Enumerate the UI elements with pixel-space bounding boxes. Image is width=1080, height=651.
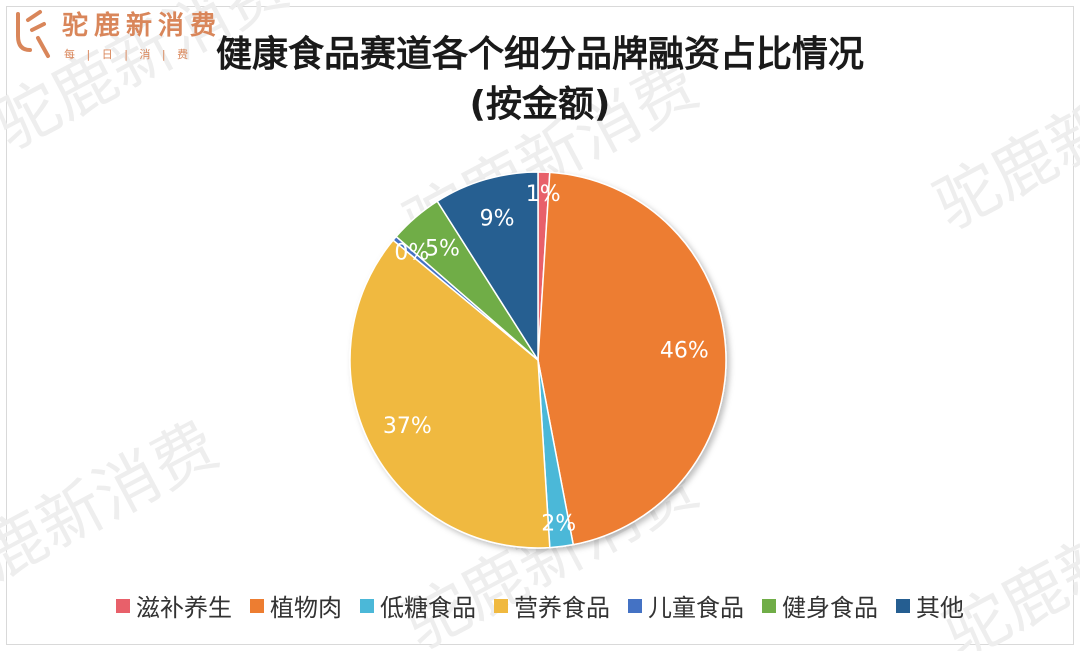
brand-logo: 驼鹿新消费 每 | 日 | 消 | 费 <box>16 10 222 61</box>
brand-tagline: 每 | 日 | 消 | 费 <box>64 47 192 61</box>
legend-swatch <box>360 598 374 613</box>
legend-label: 植物肉 <box>270 594 342 622</box>
pie-data-label-0: 1% <box>526 182 561 207</box>
legend-item-1: 植物肉 <box>250 588 342 623</box>
legend-swatch <box>628 598 642 613</box>
legend-label: 滋补养生 <box>136 594 232 622</box>
pie-data-label-4: 0% <box>394 240 429 265</box>
legend-label: 营养食品 <box>514 594 610 622</box>
legend-swatch <box>896 598 910 613</box>
legend-item-6: 其他 <box>896 588 964 623</box>
pie-data-label-5: 5% <box>425 236 460 261</box>
pie-slice-1 <box>537 171 727 546</box>
legend-label: 低糖食品 <box>380 594 476 622</box>
pie-data-label-3: 37% <box>383 414 432 439</box>
legend-item-2: 低糖食品 <box>360 588 476 623</box>
chart-legend: 滋补养生 植物肉 低糖食品 营养食品 儿童食品 健身食品 其他 <box>0 588 1080 623</box>
legend-item-5: 健身食品 <box>762 588 878 623</box>
pie-data-label-6: 9% <box>480 207 515 232</box>
pie-data-label-2: 2% <box>541 512 576 537</box>
legend-item-0: 滋补养生 <box>116 588 232 623</box>
chart-title: 健康食品赛道各个细分品牌融资占比情况 (按金额) <box>0 30 1080 130</box>
chart-title-line1: 健康食品赛道各个细分品牌融资占比情况 <box>215 34 864 75</box>
legend-swatch <box>116 598 130 613</box>
legend-label: 其他 <box>916 594 964 622</box>
legend-swatch <box>762 598 776 613</box>
legend-item-3: 营养食品 <box>494 588 610 623</box>
legend-label: 健身食品 <box>782 594 878 622</box>
pie-slice-6 <box>436 171 539 363</box>
brand-name: 驼鹿新消费 <box>62 10 222 41</box>
pie-slice-3 <box>349 239 551 549</box>
pie-data-label-1: 46% <box>660 338 709 363</box>
chart-title-line2: (按金额) <box>469 84 611 125</box>
legend-swatch <box>494 598 508 613</box>
legend-swatch <box>250 598 264 613</box>
legend-item-4: 儿童食品 <box>628 588 744 623</box>
legend-label: 儿童食品 <box>648 594 744 622</box>
